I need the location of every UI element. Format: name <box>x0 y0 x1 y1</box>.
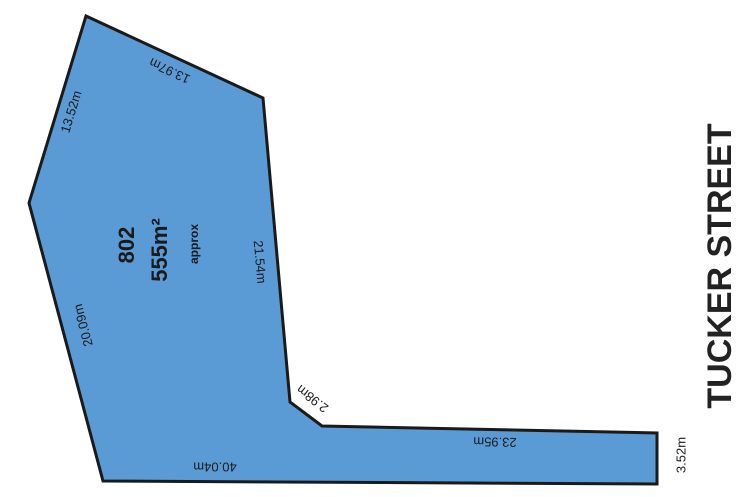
lot-boundary <box>27 13 659 486</box>
lot-number: 802 <box>114 227 139 264</box>
area-note: approx <box>187 224 201 264</box>
dimension: 40.04m <box>193 460 236 475</box>
street-name: TUCKER STREET <box>701 123 739 408</box>
dimension: 21.54m <box>251 240 270 285</box>
lot-area: 555m² <box>147 218 172 282</box>
dimension: 23.95m <box>473 434 517 450</box>
dimension: 3.52m <box>673 437 688 473</box>
